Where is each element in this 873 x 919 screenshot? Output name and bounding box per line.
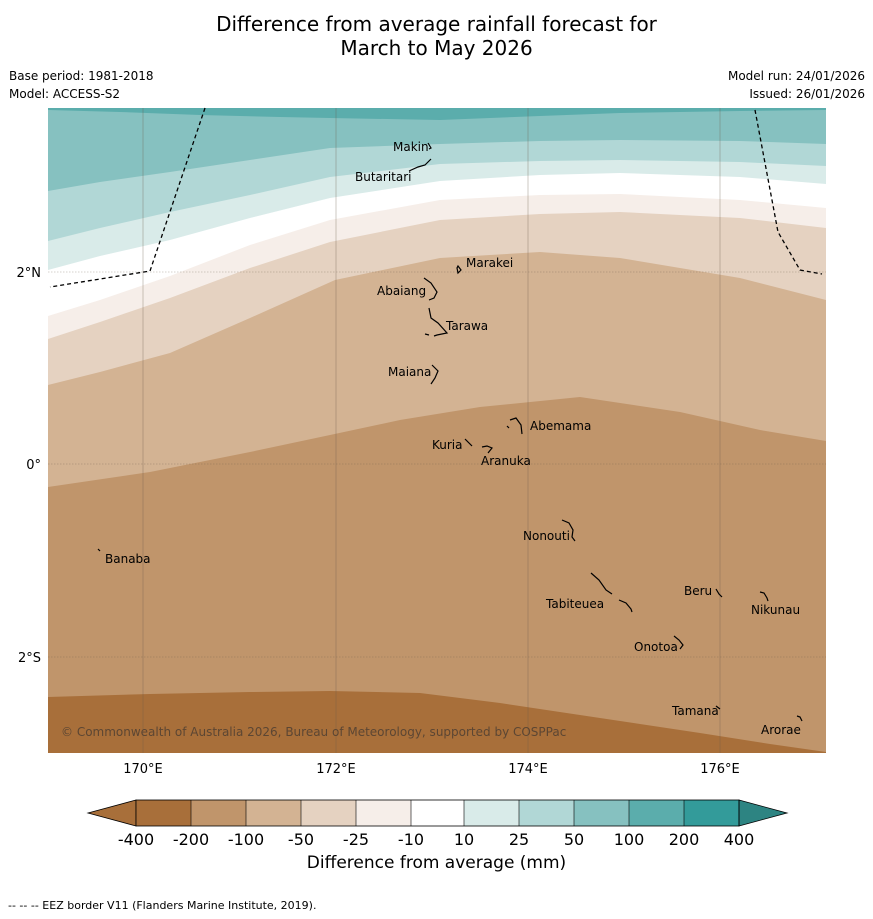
base-period: Base period: 1981-2018 bbox=[9, 69, 154, 83]
label-abemama: Abemama bbox=[530, 419, 591, 433]
label-marakei: Marakei bbox=[466, 256, 513, 270]
label-tarawa: Tarawa bbox=[445, 319, 488, 333]
colorbar-tick-7: 10 bbox=[454, 830, 474, 849]
colorbar-tick-8: 25 bbox=[509, 830, 529, 849]
island-arorae bbox=[796, 715, 803, 722]
colorbar-tick-3: -100 bbox=[228, 830, 264, 849]
label-maiana: Maiana bbox=[388, 365, 431, 379]
label-nonouti: Nonouti bbox=[523, 529, 570, 543]
island-marakei bbox=[456, 264, 462, 275]
colorbar-arrow-high bbox=[738, 799, 789, 827]
eez-borders bbox=[49, 107, 823, 288]
x-tick-172e: 172°E bbox=[316, 762, 356, 777]
colorbar-frame bbox=[135, 799, 740, 827]
band-below-neg200 bbox=[48, 691, 826, 753]
map-title: Difference from average rainfall forecas… bbox=[0, 12, 873, 60]
colorbar-tick-1: -400 bbox=[118, 830, 154, 849]
colorbar-swatch-5 bbox=[356, 800, 411, 826]
colorbar-swatch-1 bbox=[136, 800, 191, 826]
rainfall-bands bbox=[48, 108, 826, 753]
colorbar-swatch-2 bbox=[191, 800, 246, 826]
meta-right: Model run: 24/01/2026 Issued: 26/01/2026 bbox=[728, 67, 865, 103]
island-nonouti bbox=[561, 519, 576, 542]
colorbar-arrow-low bbox=[86, 799, 137, 827]
x-tick-170e: 170°E bbox=[123, 762, 163, 777]
axis-labels: 170°E 172°E 174°E 176°E 2°N 0° 2°S bbox=[17, 266, 740, 777]
x-tick-174e: 174°E bbox=[508, 762, 548, 777]
colorbar: -400 -200 -100 -50 -25 -10 10 25 50 100 … bbox=[86, 799, 789, 849]
issued-date: Issued: 26/01/2026 bbox=[749, 87, 865, 101]
label-beru: Beru bbox=[684, 584, 712, 598]
label-banaba: Banaba bbox=[105, 552, 151, 566]
colorbar-swatch-8 bbox=[519, 800, 574, 826]
colorbar-tick-2: -200 bbox=[173, 830, 209, 849]
colorbar-swatch-10 bbox=[629, 800, 684, 826]
colorbar-tick-5: -25 bbox=[343, 830, 369, 849]
y-tick-2s: 2°S bbox=[18, 651, 41, 666]
colorbar-tick-6: -10 bbox=[398, 830, 424, 849]
island-tabiteuea bbox=[590, 572, 633, 613]
title-line-2: March to May 2026 bbox=[340, 36, 533, 60]
label-tabiteuea: Tabiteuea bbox=[545, 597, 604, 611]
colorbar-tick-10: 100 bbox=[614, 830, 645, 849]
colorbar-swatch-4 bbox=[301, 800, 356, 826]
island-abemama bbox=[506, 417, 523, 435]
island-aranuka bbox=[481, 445, 493, 454]
label-kuria: Kuria bbox=[432, 438, 463, 452]
colorbar-swatch-3 bbox=[246, 800, 301, 826]
island-butaritari bbox=[408, 158, 432, 172]
island-nikunau bbox=[759, 591, 769, 602]
label-aranuka: Aranuka bbox=[481, 454, 531, 468]
island-abaiang bbox=[423, 277, 438, 301]
y-tick-0: 0° bbox=[26, 458, 41, 473]
band-pos50-pos100 bbox=[48, 108, 826, 191]
band-pos100-pos200 bbox=[48, 108, 826, 120]
label-onotoa: Onotoa bbox=[634, 640, 678, 654]
label-arorae: Arorae bbox=[761, 723, 801, 737]
model-name: Model: ACCESS-S2 bbox=[9, 87, 121, 101]
island-kuria bbox=[464, 438, 473, 447]
colorbar-swatch-11 bbox=[684, 800, 739, 826]
eez-border-west bbox=[49, 107, 206, 288]
x-tick-176e: 176°E bbox=[700, 762, 740, 777]
island-banaba bbox=[97, 548, 101, 552]
island-makin bbox=[427, 142, 432, 150]
title-line-1: Difference from average rainfall forecas… bbox=[216, 12, 657, 36]
copyright-notice: © Commonwealth of Australia 2026, Bureau… bbox=[61, 725, 566, 739]
island-maiana bbox=[430, 364, 439, 385]
label-abaiang: Abaiang bbox=[377, 284, 426, 298]
label-tamana: Tamana bbox=[671, 704, 719, 718]
island-tamana bbox=[715, 705, 721, 710]
label-nikunau: Nikunau bbox=[751, 603, 800, 617]
model-run: Model run: 24/01/2026 bbox=[727, 69, 865, 83]
islands bbox=[97, 142, 803, 722]
label-butaritari: Butaritari bbox=[355, 170, 412, 184]
colorbar-tick-9: 50 bbox=[564, 830, 584, 849]
colorbar-title: Difference from average (mm) bbox=[306, 853, 567, 873]
colorbar-tick-12: 400 bbox=[724, 830, 755, 849]
label-makin: Makin bbox=[393, 140, 429, 154]
eez-footnote: -- -- -- EEZ border V11 (Flanders Marine… bbox=[8, 899, 317, 912]
graticule bbox=[48, 108, 826, 753]
colorbar-swatch-9 bbox=[574, 800, 629, 826]
place-labels: Makin Butaritari Marakei Abaiang Tarawa … bbox=[105, 140, 801, 737]
colorbar-tick-11: 200 bbox=[669, 830, 700, 849]
colorbar-tick-4: -50 bbox=[288, 830, 314, 849]
colorbar-swatch-7 bbox=[464, 800, 519, 826]
island-onotoa bbox=[673, 635, 684, 650]
island-tarawa bbox=[424, 307, 449, 337]
y-tick-2n: 2°N bbox=[17, 266, 42, 281]
colorbar-swatch-6 bbox=[411, 800, 464, 826]
island-beru bbox=[715, 588, 723, 598]
meta-left: Base period: 1981-2018 Model: ACCESS-S2 bbox=[9, 67, 154, 103]
